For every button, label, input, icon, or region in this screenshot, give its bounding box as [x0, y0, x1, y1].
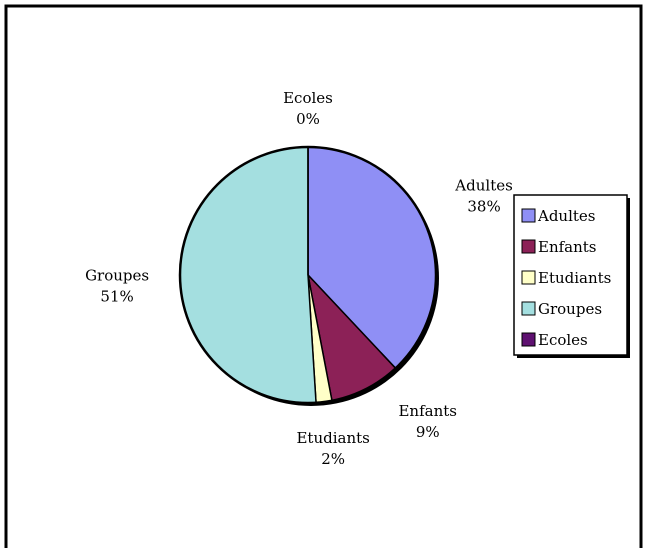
legend-label-groupes: Groupes [538, 300, 602, 318]
legend: Adultes Enfants Etudiants Groupes Ecoles [513, 194, 630, 358]
slice-value-ecoles: 0% [296, 110, 320, 128]
slice-label-ecoles: Ecoles [283, 89, 333, 107]
slice-label-adultes: Adultes [454, 176, 513, 194]
slice-label-groupes: Groupes [85, 266, 149, 284]
pie-outline [178, 145, 438, 405]
pie-labels: Adultes 38% Enfants 9% Etudiants 2% Groupes 51%… [85, 89, 513, 468]
legend-label-adultes: Adultes [537, 207, 596, 225]
legend-label-ecoles: Ecoles [538, 331, 588, 349]
legend-swatch-enfants [521, 239, 536, 254]
slice-value-etudiants: 2% [321, 450, 345, 468]
slice-value-adultes: 38% [467, 197, 500, 215]
slice-label-etudiants: Etudiants [296, 429, 369, 447]
slice-value-groupes: 51% [100, 287, 133, 305]
legend-swatch-groupes [521, 301, 536, 316]
pie-slices [178, 145, 438, 405]
slice-value-enfants: 9% [416, 423, 440, 441]
slice-label-enfants: Enfants [398, 402, 457, 420]
legend-label-enfants: Enfants [538, 238, 597, 256]
legend-swatch-ecoles [521, 332, 536, 347]
legend-swatch-etudiants [521, 270, 536, 285]
legend-label-etudiants: Etudiants [538, 269, 611, 287]
legend-swatch-adultes [521, 208, 536, 223]
